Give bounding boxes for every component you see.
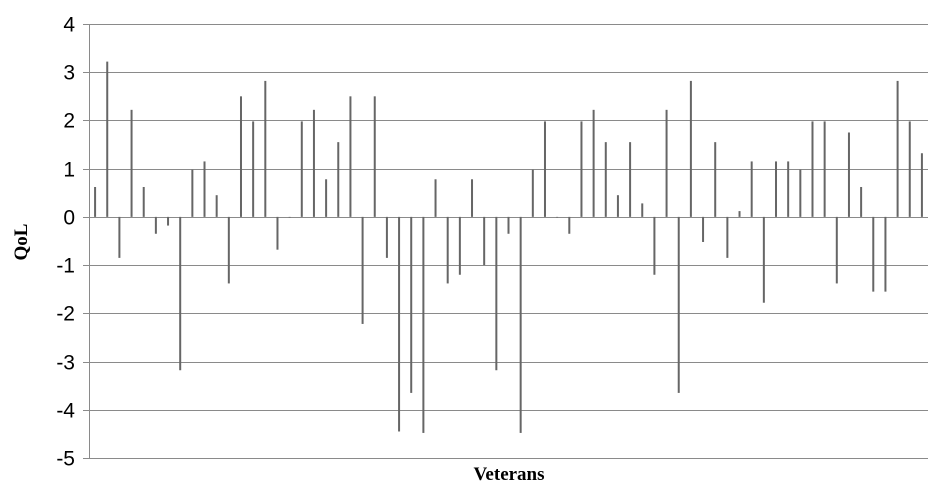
bar bbox=[835, 216, 838, 284]
bar bbox=[337, 142, 340, 217]
bar bbox=[410, 216, 413, 393]
bar bbox=[106, 61, 109, 217]
y-tick-label: -4 bbox=[56, 400, 75, 423]
bar bbox=[860, 186, 863, 217]
bar bbox=[811, 121, 814, 217]
bar bbox=[325, 179, 328, 217]
bar bbox=[130, 109, 133, 217]
y-tick-labels: 4 3 2 1 0 -1 -2 -3 -4 -5 bbox=[56, 14, 75, 471]
bar bbox=[872, 216, 875, 292]
y-tick-label: 4 bbox=[63, 14, 75, 37]
bar bbox=[434, 179, 437, 217]
bar bbox=[799, 169, 802, 217]
bar bbox=[775, 161, 778, 217]
bar bbox=[604, 142, 607, 217]
y-tick-label: 2 bbox=[63, 110, 75, 133]
bar bbox=[653, 216, 656, 275]
y-tick-label: -2 bbox=[56, 303, 75, 326]
y-tick-label: 0 bbox=[63, 207, 75, 230]
bar bbox=[276, 216, 279, 250]
bar bbox=[689, 80, 692, 217]
bar bbox=[507, 216, 510, 234]
bar bbox=[215, 195, 218, 217]
bar bbox=[191, 169, 194, 217]
bar bbox=[787, 161, 790, 217]
bar bbox=[665, 109, 668, 217]
bar bbox=[641, 203, 644, 217]
y-tick-label: 1 bbox=[63, 159, 75, 182]
bar bbox=[896, 80, 899, 217]
bar bbox=[471, 179, 474, 217]
bar bbox=[519, 216, 522, 433]
bar bbox=[556, 216, 559, 218]
bar bbox=[154, 216, 157, 234]
bar bbox=[483, 216, 486, 266]
bar bbox=[264, 80, 267, 217]
bar bbox=[702, 216, 705, 242]
bar bbox=[118, 216, 121, 258]
bar bbox=[847, 132, 850, 217]
bar bbox=[312, 109, 315, 217]
bar bbox=[495, 216, 498, 371]
y-tick-label: -3 bbox=[56, 352, 75, 375]
bar bbox=[446, 216, 449, 284]
bar bbox=[750, 161, 753, 217]
bar bbox=[629, 142, 632, 217]
axes bbox=[83, 24, 90, 459]
bar bbox=[288, 216, 291, 218]
bars bbox=[94, 61, 923, 433]
bar bbox=[616, 195, 619, 217]
bar bbox=[94, 186, 97, 217]
gridlines bbox=[89, 24, 928, 459]
x-axis-title: Veterans bbox=[473, 464, 544, 485]
bar bbox=[239, 96, 242, 217]
bar bbox=[361, 216, 364, 324]
bar bbox=[252, 121, 255, 217]
bar bbox=[726, 216, 729, 258]
bar bbox=[714, 142, 717, 217]
bar bbox=[543, 121, 546, 217]
bar bbox=[349, 96, 352, 217]
bar bbox=[167, 216, 170, 226]
bar bbox=[568, 216, 571, 234]
bar bbox=[300, 121, 303, 217]
bar bbox=[823, 121, 826, 217]
bar bbox=[373, 96, 376, 217]
bar bbox=[677, 216, 680, 393]
bar bbox=[884, 216, 887, 292]
y-axis-title: QoL bbox=[11, 224, 32, 261]
bar bbox=[385, 216, 388, 258]
bar bbox=[142, 186, 145, 217]
bar bbox=[458, 216, 461, 275]
bar bbox=[592, 109, 595, 217]
bar bbox=[179, 216, 182, 371]
bar bbox=[908, 121, 911, 217]
bar bbox=[227, 216, 230, 284]
y-tick-label: 3 bbox=[63, 62, 75, 85]
bar bbox=[920, 153, 923, 217]
bar bbox=[398, 216, 401, 432]
bar bbox=[762, 216, 765, 303]
bar bbox=[531, 169, 534, 217]
bar bbox=[422, 216, 425, 433]
bar bbox=[738, 211, 741, 217]
bar bbox=[203, 161, 206, 217]
y-tick-label: -5 bbox=[56, 448, 75, 471]
y-tick-label: -1 bbox=[56, 255, 75, 278]
bar bbox=[580, 121, 583, 217]
